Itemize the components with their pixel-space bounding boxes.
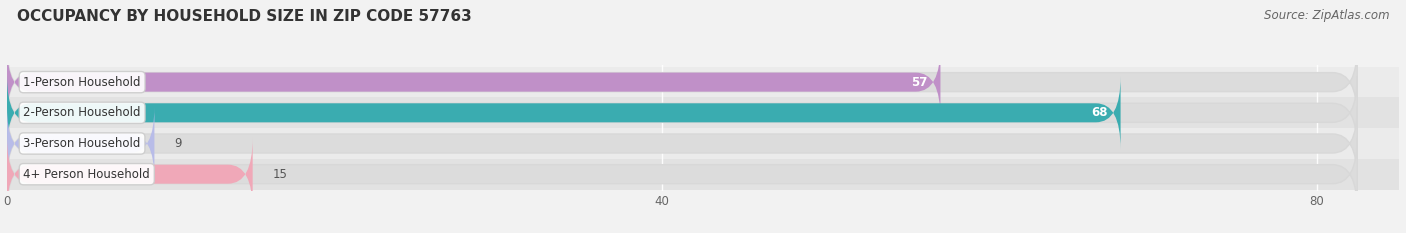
FancyBboxPatch shape (7, 67, 1399, 97)
FancyBboxPatch shape (7, 97, 1399, 128)
Text: Source: ZipAtlas.com: Source: ZipAtlas.com (1264, 9, 1389, 22)
Text: 9: 9 (174, 137, 181, 150)
FancyBboxPatch shape (7, 159, 1399, 189)
Text: 3-Person Household: 3-Person Household (24, 137, 141, 150)
FancyBboxPatch shape (7, 76, 1357, 149)
FancyBboxPatch shape (7, 138, 253, 211)
FancyBboxPatch shape (7, 107, 1357, 180)
Text: OCCUPANCY BY HOUSEHOLD SIZE IN ZIP CODE 57763: OCCUPANCY BY HOUSEHOLD SIZE IN ZIP CODE … (17, 9, 471, 24)
Text: 2-Person Household: 2-Person Household (24, 106, 141, 119)
FancyBboxPatch shape (7, 46, 941, 119)
Text: 15: 15 (273, 168, 287, 181)
FancyBboxPatch shape (7, 138, 1357, 211)
Text: 1-Person Household: 1-Person Household (24, 76, 141, 89)
FancyBboxPatch shape (7, 46, 1357, 119)
Text: 57: 57 (911, 76, 928, 89)
Text: 68: 68 (1091, 106, 1108, 119)
FancyBboxPatch shape (7, 76, 1121, 149)
FancyBboxPatch shape (7, 107, 155, 180)
Text: 4+ Person Household: 4+ Person Household (24, 168, 150, 181)
FancyBboxPatch shape (7, 128, 1399, 159)
